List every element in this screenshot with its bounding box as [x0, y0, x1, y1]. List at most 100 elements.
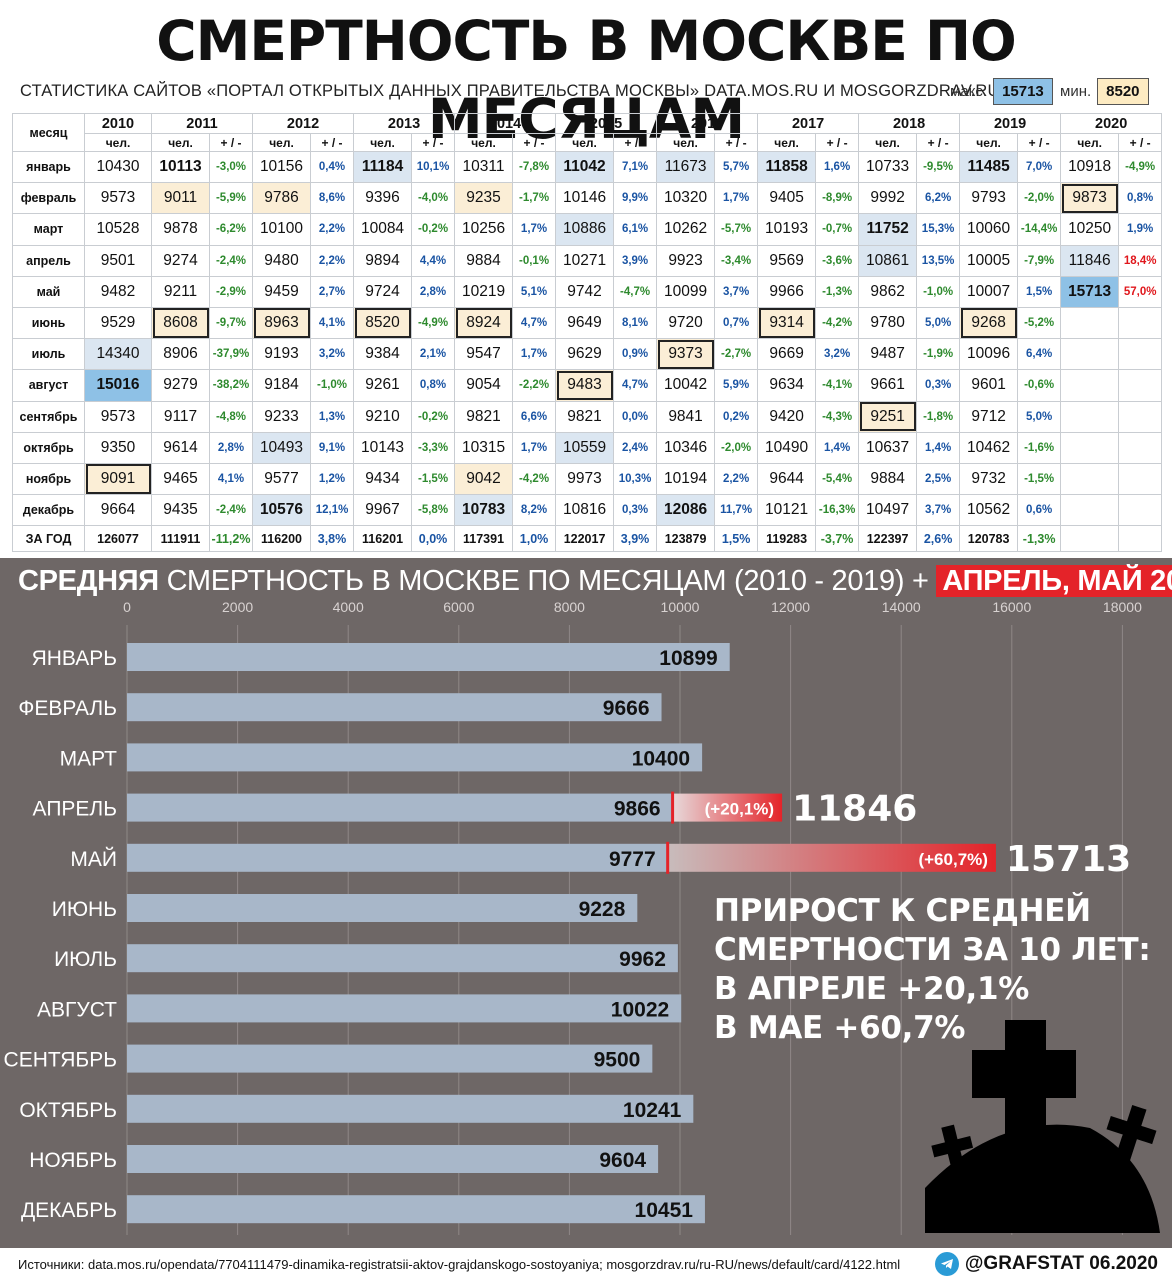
- change-cell: 0,2%: [714, 400, 759, 433]
- change-cell: 2,7%: [309, 275, 355, 308]
- change-cell: -1,8%: [916, 400, 961, 433]
- change-cell: 10,1%: [411, 150, 456, 184]
- brand: @GRAFSTAT 06.2020: [934, 1252, 1158, 1276]
- total-value-cell: 119283: [757, 525, 817, 553]
- value-cell: 9459: [252, 275, 311, 308]
- change-cell: -3,4%: [714, 244, 759, 277]
- value-cell: 9821: [555, 400, 615, 433]
- table-year-header: месяц 2010 2011 2012 2013 2014 2015 2016 2017 201…: [12, 113, 1163, 152]
- month-cell: май: [12, 275, 85, 308]
- change-cell: 0,6%: [1017, 494, 1062, 527]
- value-cell: 10042: [656, 369, 716, 402]
- tombstone-icon: [925, 1020, 1160, 1233]
- change-cell: -0,7%: [815, 213, 860, 246]
- brand-text: @GRAFSTAT 06.2020: [964, 1253, 1158, 1274]
- change-cell: -1,6%: [1017, 431, 1062, 464]
- value-cell: [1060, 400, 1120, 433]
- value-label: 10899: [659, 647, 717, 670]
- category-label: АПРЕЛЬ: [33, 798, 117, 821]
- change-cell: -1,9%: [916, 338, 961, 371]
- value-cell: 10250: [1060, 213, 1120, 246]
- note-line-3: В АПРЕЛЕ +20,1%: [714, 971, 1029, 1007]
- change-cell: 8,1%: [613, 306, 658, 340]
- change-cell: -0,1%: [512, 244, 557, 277]
- value-cell: 10346: [656, 431, 716, 464]
- x-tick-label: 12000: [771, 599, 810, 615]
- change-cell: 0,3%: [613, 494, 658, 527]
- change-cell: -1,5%: [1017, 462, 1062, 496]
- change-cell: 0,4%: [309, 150, 355, 184]
- change-cell: [1118, 462, 1163, 496]
- value-label: 9604: [599, 1149, 646, 1172]
- change-cell: -1,0%: [916, 275, 961, 308]
- value-cell: 9405: [757, 182, 817, 215]
- value-cell: 8608: [151, 306, 210, 340]
- value-cell: 9712: [959, 400, 1019, 433]
- value-cell: 9786: [252, 182, 311, 215]
- change-subheader: + / -: [411, 133, 456, 152]
- value-cell: 9862: [858, 275, 918, 308]
- people-subheader: чел.: [454, 133, 514, 152]
- value-cell: 15713: [1060, 275, 1120, 308]
- change-cell: 1,7%: [512, 213, 557, 246]
- change-cell: 0,3%: [916, 369, 961, 402]
- value-cell: 10315: [454, 431, 514, 464]
- min-label: мин.: [1060, 82, 1092, 100]
- increase-bar: [667, 843, 996, 872]
- change-subheader: + / -: [613, 133, 658, 152]
- month-cell: март: [12, 213, 85, 246]
- bar: [127, 1145, 659, 1173]
- value-cell: 9480: [252, 244, 311, 277]
- value-cell: 10193: [757, 213, 817, 246]
- change-cell: -5,9%: [209, 182, 253, 215]
- change-cell: -4,3%: [815, 400, 860, 433]
- change-cell: -0,2%: [411, 213, 456, 246]
- value-cell: 9742: [555, 275, 615, 308]
- value-cell: 9547: [454, 338, 514, 371]
- year-header: 2017: [757, 113, 860, 134]
- change-cell: 1,7%: [512, 431, 557, 464]
- value-cell: 10143: [353, 431, 413, 464]
- total-value-cell: [1060, 525, 1120, 553]
- value-cell: 9435: [151, 494, 210, 527]
- people-subheader: чел.: [252, 133, 311, 152]
- change-cell: -4,9%: [1118, 150, 1163, 184]
- value-cell: 9878: [151, 213, 210, 246]
- category-label: ИЮЛЬ: [54, 948, 117, 971]
- value-cell: 9117: [151, 400, 210, 433]
- change-cell: [1118, 306, 1163, 340]
- value-cell: 9992: [858, 182, 918, 215]
- change-subheader: + / -: [209, 133, 253, 152]
- value-label: 9777: [609, 848, 656, 871]
- table-row: август 15016 9279 -38,2% 9184 -1,0% 9261 0,8% 90…: [12, 369, 1163, 402]
- value-cell: 10430: [84, 150, 152, 184]
- total-value-cell: 116200: [252, 525, 311, 553]
- change-cell: -0,2%: [411, 400, 456, 433]
- change-cell: 11,7%: [714, 494, 759, 527]
- value-cell: 10156: [252, 150, 311, 184]
- value-cell: 9482: [84, 275, 152, 308]
- value-label: 9866: [614, 798, 661, 821]
- value-label: 10241: [623, 1099, 682, 1122]
- x-tick-label: 6000: [443, 599, 474, 615]
- value-cell: 8963: [252, 306, 311, 340]
- change-cell: 3,2%: [815, 338, 860, 371]
- year-header: 2015: [555, 113, 658, 134]
- value-cell: 9793: [959, 182, 1019, 215]
- change-cell: [1118, 494, 1163, 527]
- bar: [127, 643, 730, 671]
- change-cell: 2,8%: [209, 431, 253, 464]
- value-cell: [1060, 462, 1120, 496]
- value-2020-label: 11846: [792, 789, 917, 830]
- value-cell: 10060: [959, 213, 1019, 246]
- change-cell: -4,7%: [613, 275, 658, 308]
- value-cell: 10256: [454, 213, 514, 246]
- change-cell: -2,0%: [1017, 182, 1062, 215]
- change-cell: -3,3%: [411, 431, 456, 464]
- value-cell: 10562: [959, 494, 1019, 527]
- value-cell: [1060, 494, 1120, 527]
- telegram-icon[interactable]: [934, 1252, 959, 1276]
- value-cell: 10576: [252, 494, 311, 527]
- value-cell: 10005: [959, 244, 1019, 277]
- table-total-row: ЗА ГОД 126077 111911 -11,2% 116200 3,8% 116201…: [12, 525, 1163, 553]
